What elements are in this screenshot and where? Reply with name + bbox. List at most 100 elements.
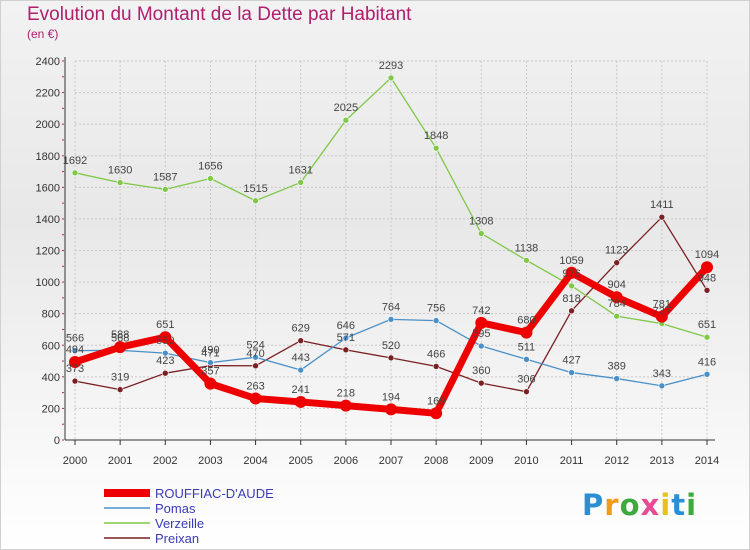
data-point (477, 230, 485, 237)
data-label: 756 (427, 303, 445, 315)
data-point (475, 316, 488, 329)
data-point (249, 392, 262, 405)
data-label: 1656 (198, 160, 222, 172)
data-point (655, 310, 668, 323)
x-tick-label: 2014 (695, 455, 719, 467)
legend-label: ROUFFIAC-D'AUDE (155, 486, 274, 501)
data-point (568, 307, 575, 315)
data-point (703, 333, 711, 341)
data-point (207, 175, 214, 182)
data-label: 466 (427, 348, 445, 360)
data-point (297, 337, 305, 344)
legend-label: Preixan (155, 531, 199, 546)
data-point (116, 386, 124, 393)
data-label: 904 (608, 279, 626, 291)
data-labels: 494 588 651 357 263 241 218 194 169 742 680 1059 904… (63, 60, 719, 407)
y-tick-label: 1400 (36, 214, 60, 226)
x-tick-label: 2011 (560, 455, 584, 467)
data-label: 568 (111, 332, 129, 344)
data-label: 423 (156, 355, 174, 367)
data-point (71, 347, 79, 354)
data-label: 588 (111, 329, 129, 341)
data-point (159, 331, 172, 344)
axes (62, 57, 715, 445)
data-label: 1631 (288, 164, 312, 176)
y-tick-label: 200 (42, 403, 60, 415)
data-label: 416 (698, 356, 716, 368)
data-point (204, 377, 217, 390)
y-tick-labels: 0 200 400 600 800 1000 1200 1400 1600 1800 2000 220… (36, 56, 60, 447)
data-label: 1848 (424, 130, 448, 142)
data-label: 2025 (334, 102, 358, 114)
data-point (114, 341, 127, 354)
x-tick-label: 2007 (379, 455, 403, 467)
data-label: 784 (608, 298, 626, 310)
data-label: 360 (472, 365, 490, 377)
x-tick-label: 2005 (288, 455, 312, 467)
data-point (387, 74, 395, 82)
data-label: 194 (382, 391, 400, 403)
legend-label: Verzeille (155, 516, 204, 531)
data-point (252, 353, 259, 361)
data-label: 566 (66, 333, 84, 345)
data-label: 241 (292, 384, 310, 396)
x-tick-labels: 2000 2001 2002 2003 2004 2005 2006 2007 2008 2009… (63, 455, 719, 467)
data-point (342, 116, 350, 124)
data-point (477, 379, 485, 387)
data-label: 1515 (243, 183, 267, 195)
data-label: 169 (427, 395, 445, 407)
data-label: 1059 (559, 255, 583, 267)
series-group (69, 74, 713, 420)
x-tick-label: 2010 (514, 455, 538, 467)
data-label: 818 (562, 293, 580, 305)
data-point (613, 312, 621, 320)
y-tick-label: 400 (42, 372, 60, 384)
data-point (252, 197, 259, 205)
y-tick-label: 1600 (36, 182, 60, 194)
data-label: 443 (292, 352, 310, 364)
data-point (568, 369, 575, 376)
data-point (342, 334, 350, 342)
logo-letter: i (660, 488, 672, 522)
data-label: 1308 (469, 215, 493, 227)
data-label: 373 (66, 363, 84, 375)
y-tick-label: 2400 (36, 56, 60, 68)
data-label: 1123 (605, 245, 629, 257)
grid-lines (74, 60, 708, 441)
data-point (565, 266, 578, 279)
y-tick-label: 0 (54, 435, 60, 447)
data-label: 680 (517, 315, 535, 327)
data-label: 742 (472, 305, 490, 317)
x-tick-label: 2000 (63, 455, 87, 467)
data-label: 524 (246, 339, 264, 351)
x-tick-label: 2012 (604, 455, 628, 467)
data-point (430, 407, 443, 420)
logo-letter: r (604, 488, 620, 522)
data-point (252, 362, 259, 370)
data-label: 343 (653, 368, 671, 380)
data-point (610, 291, 623, 304)
y-tick-label: 600 (42, 340, 60, 352)
x-tick-label: 2003 (198, 455, 222, 467)
proxiti-logo: Proxiti (582, 488, 697, 522)
data-point (523, 356, 530, 363)
data-point (294, 395, 307, 408)
data-label: 550 (156, 335, 174, 347)
y-tick-label: 1200 (36, 246, 60, 258)
data-point (523, 256, 530, 264)
data-label: 651 (156, 319, 174, 331)
y-tick-label: 2000 (36, 119, 60, 131)
data-label: 651 (698, 319, 716, 331)
data-label: 2293 (379, 60, 403, 72)
data-point (161, 349, 169, 357)
data-label: 1587 (153, 171, 177, 183)
data-label: 571 (337, 332, 355, 344)
data-label: 470 (246, 348, 264, 360)
data-label: 306 (517, 374, 535, 386)
x-tick-label: 2009 (469, 455, 493, 467)
data-point (701, 261, 713, 274)
data-point (432, 317, 440, 324)
data-point (658, 213, 666, 221)
data-label: 520 (382, 340, 400, 352)
data-point (387, 354, 395, 362)
